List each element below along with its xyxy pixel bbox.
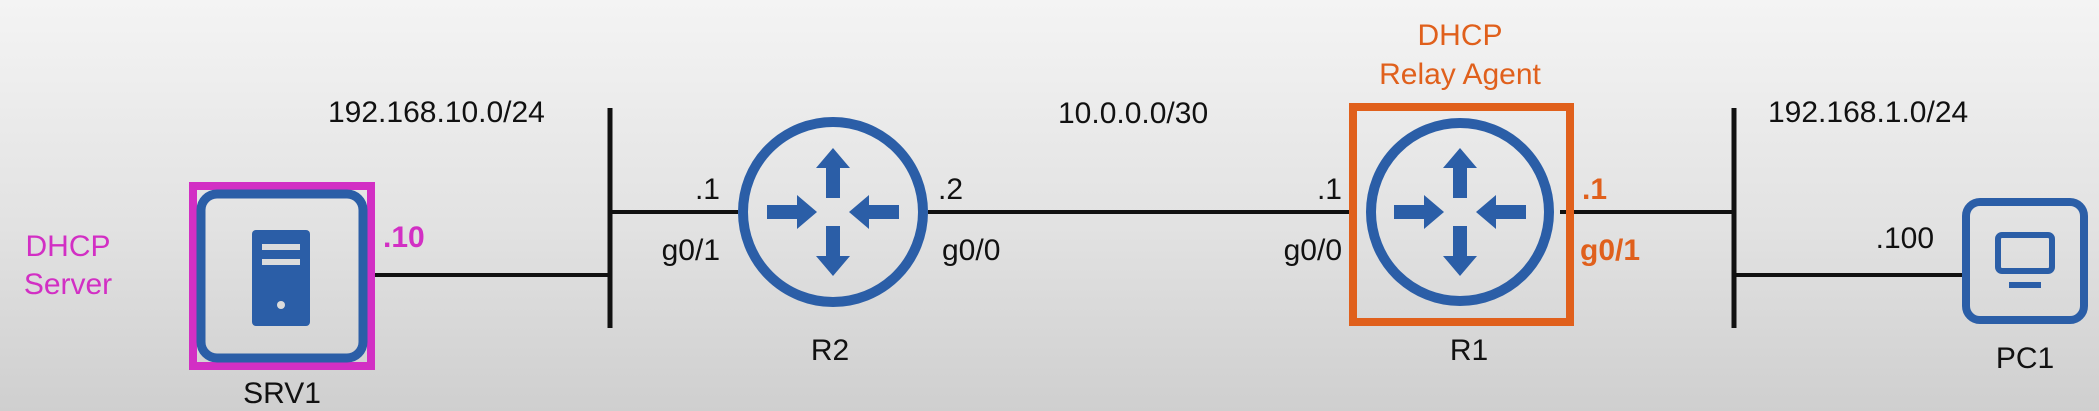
- r2-right-interface: g0/0: [942, 234, 1000, 267]
- srv1-device[interactable]: [196, 189, 368, 363]
- router-icon: [1366, 118, 1554, 306]
- pc1-name-label: PC1: [1996, 342, 2054, 375]
- r1-left-interface: g0/0: [1284, 234, 1342, 267]
- r2-left-interface: g0/1: [662, 234, 720, 267]
- r2-right-ip: .2: [938, 173, 963, 206]
- right-subnet-label: 192.168.1.0/24: [1768, 96, 1968, 129]
- r1-role-label-line2: Relay Agent: [1379, 58, 1541, 91]
- r2-left-ip: .1: [695, 173, 720, 206]
- left-subnet-label: 192.168.10.0/24: [328, 96, 545, 129]
- router-icon: [738, 117, 928, 307]
- r1-left-ip: .1: [1317, 173, 1342, 206]
- srv1-role-label-line1: DHCP: [25, 230, 110, 263]
- middle-subnet-label: 10.0.0.0/30: [1058, 97, 1208, 130]
- r2-name-label: R2: [811, 334, 849, 367]
- dhcp-server-highlight-box: [189, 182, 375, 370]
- r1-role-label-line1: DHCP: [1417, 19, 1502, 52]
- r2-device[interactable]: [738, 117, 928, 307]
- server-icon: [196, 189, 368, 363]
- r1-right-interface: g0/1: [1580, 234, 1640, 267]
- srv1-name-label: SRV1: [243, 377, 321, 410]
- srv1-host-octet: .10: [383, 221, 425, 254]
- pc-icon: [1962, 198, 2088, 324]
- pc1-device[interactable]: [1962, 198, 2088, 324]
- r1-name-label: R1: [1450, 334, 1488, 367]
- r1-right-ip: .1: [1582, 173, 1607, 206]
- r1-device[interactable]: [1366, 118, 1554, 306]
- srv1-role-label-line2: Server: [24, 268, 112, 301]
- pc1-host-octet: .100: [1876, 222, 1934, 255]
- relay-agent-highlight-box: [1349, 103, 1574, 326]
